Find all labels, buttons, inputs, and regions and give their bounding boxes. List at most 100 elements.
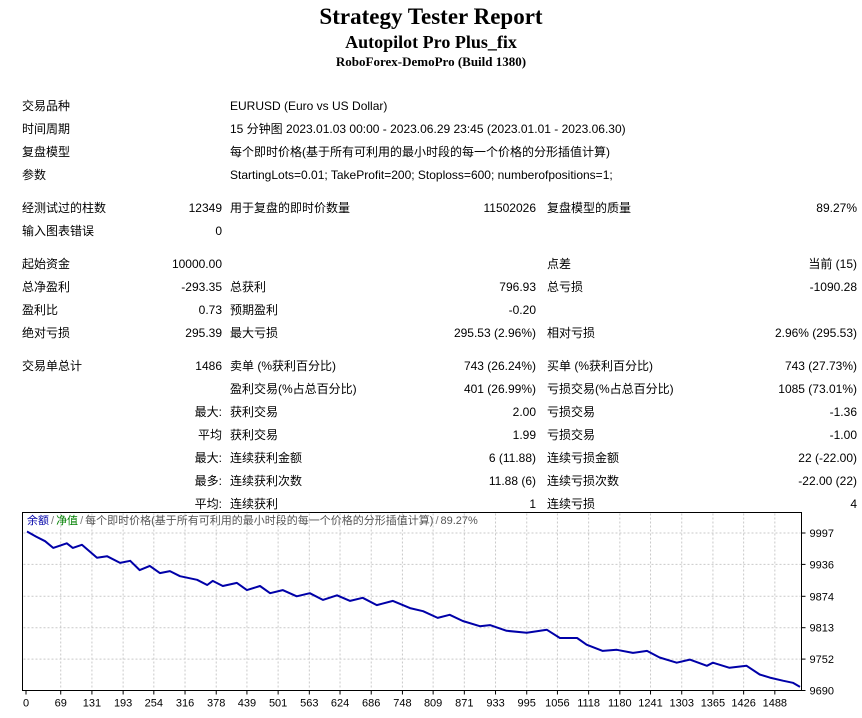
report-cell: 盈利比 [22, 303, 59, 317]
y-tick-label: 9936 [810, 559, 834, 571]
report-cell: 复盘模型的质量 [547, 201, 632, 215]
report-cell: 连续亏损金额 [547, 451, 620, 465]
report-row: 盈利交易(%占总百分比) 401 (26.99%) 亏损交易(%占总百分比) 1085… [22, 377, 857, 400]
balance-line [26, 530, 801, 688]
report-cell: 输入图表错误 [22, 224, 95, 238]
x-tick-label: 563 [300, 698, 318, 710]
report-cell: 总获利 [230, 280, 267, 294]
report-cell: 796.93 [499, 279, 536, 294]
report-cell: -293.35 [181, 279, 222, 294]
report-cell: 买单 (%获利百分比) [547, 359, 653, 373]
x-tick-label: 995 [518, 698, 536, 710]
report-cell: 4 [850, 496, 857, 511]
x-tick-label: 871 [455, 698, 473, 710]
report-row: 总净盈利 -293.35 总获利 796.93 总亏损 -1090.28 [22, 275, 857, 298]
x-tick-label: 69 [55, 698, 67, 710]
report-row: 最大: 获利交易 2.00 亏损交易 -1.36 [22, 400, 857, 423]
report-cell: 连续获利次数 [230, 474, 303, 488]
report-cell: 89.27% [816, 200, 857, 215]
report-cell: 401 (26.99%) [463, 381, 536, 396]
y-tick-label: 9690 [810, 686, 834, 698]
x-tick-label: 0 [23, 698, 29, 710]
report-cell: 卖单 (%获利百分比) [230, 359, 336, 373]
report-cell: 相对亏损 [547, 326, 596, 340]
report-cell: 743 (26.24%) [463, 358, 536, 373]
report-cell: 获利交易 [230, 428, 279, 442]
report-row: 绝对亏损 295.39 最大亏损 295.53 (2.96%) 相对亏损 2.96% (2… [22, 321, 857, 344]
report-cell: 连续亏损次数 [547, 474, 620, 488]
legend-separator: / [51, 515, 55, 527]
report-cell: 连续亏损 [547, 497, 596, 511]
x-tick-label: 378 [207, 698, 225, 710]
report-cell: 22 (-22.00) [798, 450, 857, 465]
report-cell: 交易单总计 [22, 359, 83, 373]
x-tick-label: 193 [114, 698, 132, 710]
x-tick-label: 624 [331, 698, 349, 710]
report-row: 最大: 连续获利金额 6 (11.88) 连续亏损金额 22 (-22.00) [22, 446, 857, 469]
y-tick-label: 9997 [810, 528, 834, 540]
report-cell: 平均 [197, 428, 222, 442]
report-cell: StartingLots=0.01; TakeProfit=200; Stopl… [230, 167, 613, 182]
y-tick-label: 9874 [810, 591, 834, 603]
x-tick-label: 254 [145, 698, 163, 710]
report-cell: 1.99 [512, 427, 536, 442]
report-cell: 11.88 (6) [488, 473, 536, 488]
report-cell: 绝对亏损 [22, 326, 71, 340]
report-cell: 总亏损 [547, 280, 584, 294]
report-cell: 743 (27.73%) [784, 358, 857, 373]
chart-legend: 余额 / 净值 / 每个即时价格(基于所有可利用的最小时段的每一个价格的分形插值计算) /… [27, 515, 478, 528]
report-cell: 亏损交易 [547, 405, 596, 419]
ea-name: Autopilot Pro Plus_fix [345, 32, 517, 52]
x-tick-label: 686 [362, 698, 380, 710]
x-tick-label: 1365 [701, 698, 725, 710]
report-cell: -1.36 [829, 404, 857, 419]
report-cell: 用于复盘的即时价数量 [230, 201, 351, 215]
report-cell: 时间周期 [22, 122, 71, 136]
report-cell: 预期盈利 [230, 303, 279, 317]
report-row: 起始资金 10000.00 点差 当前 (15) [22, 252, 857, 275]
report-cell: 2.96% (295.53) [774, 325, 857, 340]
report-cell: 11502026 [483, 200, 537, 215]
report-cell: 参数 [22, 168, 47, 182]
x-tick-label: 1180 [608, 698, 632, 710]
report-cell: 1486 [195, 358, 222, 373]
quality-legend-label: 89.27% [440, 515, 478, 527]
x-tick-label: 1488 [763, 698, 787, 710]
x-tick-label: 1056 [545, 698, 569, 710]
report-cell: -1.00 [829, 427, 857, 442]
x-tick-label: 809 [424, 698, 442, 710]
balance-legend-label: 余额 [27, 515, 49, 527]
report-row: 盈利比 0.73 预期盈利 -0.20 [22, 298, 857, 321]
report-row: 交易单总计 1486 卖单 (%获利百分比) 743 (26.24%) 买单 (%获利百… [22, 354, 857, 377]
report-cell: 当前 (15) [808, 257, 857, 271]
model-legend-label: 每个即时价格(基于所有可利用的最小时段的每一个价格的分形插值计算) [85, 515, 434, 527]
report-row: 最多: 连续获利次数 11.88 (6) 连续亏损次数 -22.00 (22) [22, 469, 857, 492]
equity-curve-svg: 9997 9936 9874 9813 9752 9690 0 69 131 193 254 316 3… [22, 512, 834, 710]
report-cell: 最多: [194, 474, 222, 488]
report-cell: 经测试过的柱数 [22, 201, 107, 215]
report-cell: 最大: [194, 405, 222, 419]
y-tick-label: 9813 [810, 623, 834, 635]
legend-separator: / [435, 515, 439, 527]
report-cell: 12349 [188, 200, 222, 215]
report-cell: 每个即时价格(基于所有可利用的最小时段的每一个价格的分形插值计算) [230, 145, 610, 159]
report-cell: 1 [529, 496, 536, 511]
report-cell: 295.39 [185, 325, 222, 340]
report-cell: 平均: [194, 497, 222, 511]
y-tick-label: 9752 [810, 654, 834, 666]
balance-chart: 9997 9936 9874 9813 9752 9690 0 69 131 193 254 316 3… [0, 512, 862, 713]
report-cell: 10000.00 [171, 256, 222, 271]
plot-border [22, 512, 802, 691]
report-cell: -0.20 [508, 302, 536, 317]
report-cell: -1090.28 [809, 279, 857, 294]
report-cell: 295.53 (2.96%) [453, 325, 536, 340]
report-cell: 15 分钟图 2023.01.03 00:00 - 2023.06.29 23:… [230, 122, 626, 136]
x-tick-label: 1426 [731, 698, 755, 710]
x-tick-label: 933 [486, 698, 504, 710]
equity-legend-label: 净值 [56, 515, 79, 527]
report-cell: 复盘模型 [22, 145, 71, 159]
report-cell: 亏损交易(%占总百分比) [547, 382, 674, 396]
report-cell: 盈利交易(%占总百分比) [230, 382, 357, 396]
server-build: RoboForex-DemoPro (Build 1380) [335, 54, 527, 69]
report-row: 交易品种 EURUSD (Euro vs US Dollar) [22, 94, 857, 117]
